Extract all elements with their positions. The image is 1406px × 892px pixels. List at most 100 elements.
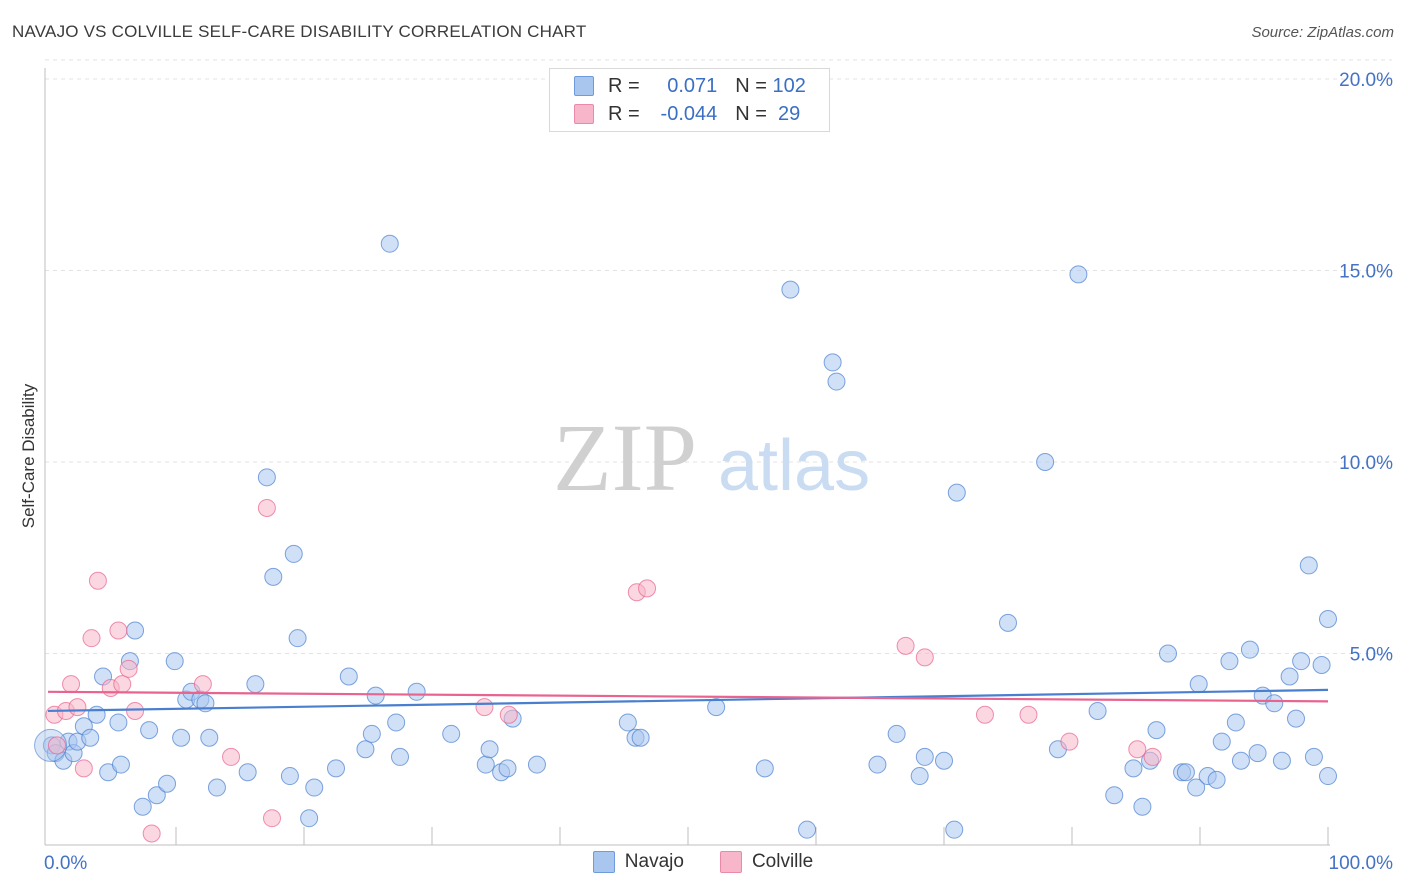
navajo-point: [300, 809, 319, 828]
colville-point: [193, 675, 212, 694]
navajo-point: [1133, 797, 1152, 816]
navajo-point: [288, 629, 307, 648]
navajo-point: [1069, 265, 1088, 284]
navajo-point: [476, 755, 495, 774]
colville-point: [1143, 747, 1162, 766]
navajo-point: [207, 778, 226, 797]
watermark: ZIP atlas: [553, 404, 870, 511]
colville-point: [109, 621, 128, 640]
navajo-point: [798, 820, 817, 839]
navajo-point: [1319, 610, 1337, 629]
legend-swatch-navajo: [592, 851, 615, 873]
navajo-point: [305, 778, 324, 797]
colville-point: [499, 705, 518, 724]
y-tick-label: 5.0%: [1350, 645, 1393, 666]
colville-point: [915, 648, 934, 667]
legend-r-label: R =: [608, 74, 646, 97]
navajo-point: [133, 797, 152, 816]
navajo-point: [391, 747, 409, 766]
navajo-point: [165, 652, 184, 671]
colville-point: [47, 736, 66, 755]
navajo-point: [109, 713, 128, 732]
colville-point: [113, 675, 132, 694]
navajo-point: [387, 713, 406, 732]
colville-point: [263, 809, 281, 828]
navajo-point: [257, 468, 276, 487]
colville-point: [222, 747, 241, 766]
navajo-point: [284, 544, 303, 563]
navajo-point: [947, 483, 966, 502]
navajo-point: [781, 280, 800, 299]
navajo-point: [1088, 701, 1107, 720]
y-tick-label: 10.0%: [1339, 453, 1393, 474]
colville-trend-line: [47, 690, 1329, 703]
watermark-zip-text: ZIP: [553, 404, 697, 511]
navajo-point: [1176, 763, 1195, 782]
navajo-point: [111, 755, 130, 774]
navajo-point: [915, 747, 934, 766]
watermark-atlas-text: atlas: [718, 426, 870, 506]
navajo-point: [1319, 767, 1337, 786]
colville-point: [1128, 740, 1147, 759]
colville-point: [119, 659, 138, 678]
navajo-point: [1248, 744, 1267, 763]
navajo-point: [280, 767, 299, 786]
navajo-point: [1147, 721, 1166, 740]
legend-r-value: 0.071: [661, 74, 718, 97]
navajo-point: [87, 705, 106, 724]
navajo-point: [1036, 453, 1055, 471]
navajo-point: [327, 759, 345, 778]
colville-point: [126, 701, 145, 720]
navajo-point: [1212, 732, 1231, 751]
colville-point: [68, 698, 87, 717]
navajo-point: [527, 755, 546, 774]
legend-n-value: 102: [772, 74, 806, 97]
legend-row-navajo: R = 0.071 N = 102: [574, 74, 806, 98]
x-tick-label: 100.0%: [1329, 853, 1394, 874]
navajo-point: [362, 724, 381, 743]
y-tick-label: 20.0%: [1339, 70, 1393, 91]
navajo-point: [140, 721, 159, 740]
colville-point: [82, 629, 101, 648]
navajo-point: [246, 675, 265, 694]
navajo-point: [407, 682, 426, 701]
navajo-point: [1312, 655, 1331, 674]
navajo-point: [887, 724, 906, 743]
navajo-point: [1240, 640, 1259, 659]
colville-point: [257, 498, 276, 517]
navajo-point: [380, 234, 399, 253]
colville-point: [1060, 732, 1079, 751]
navajo-point: [755, 759, 774, 778]
navajo-point: [480, 740, 499, 759]
legend-n-value: 29: [772, 102, 801, 125]
legend-n-label: N =: [735, 102, 773, 125]
navajo-point: [910, 767, 929, 786]
colville-point: [475, 698, 494, 717]
navajo-point: [1220, 652, 1239, 671]
grid-lines: [45, 59, 1392, 654]
navajo-point: [945, 820, 964, 839]
navajo-point: [442, 724, 461, 743]
navajo-point: [1187, 778, 1206, 797]
legend-row-colville: R = -0.044 N = 29: [574, 102, 800, 126]
y-tick-labels: 5.0% 10.0% 15.0% 20.0%: [1339, 70, 1393, 666]
navajo-point: [868, 755, 887, 774]
source-credit: Source: ZipAtlas.com: [1251, 24, 1394, 41]
legend-label-navajo: Navajo: [624, 851, 684, 872]
navajo-point: [1265, 694, 1284, 713]
navajo-point: [1272, 751, 1291, 770]
navajo-point: [238, 763, 257, 782]
correlation-legend: R = 0.071 N = 102 R = -0.044 N = 29: [549, 68, 830, 132]
navajo-point: [1105, 786, 1124, 805]
legend-label-colville: Colville: [751, 851, 814, 872]
navajo-point: [147, 786, 166, 805]
navajo-point: [1304, 747, 1323, 766]
x-tick-label: 0.0%: [44, 853, 87, 874]
navajo-point: [366, 686, 385, 705]
navajo-point: [1124, 759, 1143, 778]
navajo-point: [339, 667, 358, 686]
navajo-point: [618, 713, 637, 732]
series-legend: Navajo Colville: [0, 851, 1406, 873]
y-tick-label: 15.0%: [1339, 262, 1393, 283]
